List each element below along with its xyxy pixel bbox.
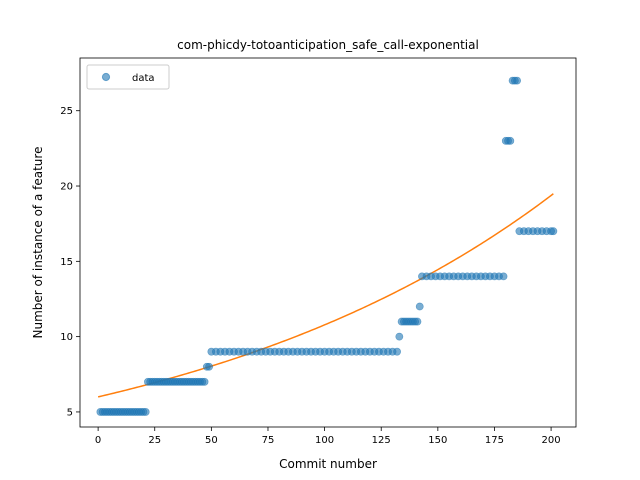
- x-tick-label: 200: [542, 435, 561, 446]
- y-tick-label: 10: [60, 332, 73, 343]
- y-tick-label: 20: [60, 182, 73, 193]
- data-point: [205, 362, 213, 371]
- axes-frame: [79, 57, 577, 428]
- plot-area: [96, 76, 558, 416]
- y-tick-label: 5: [67, 407, 73, 418]
- legend-marker: [101, 72, 111, 82]
- data-point: [506, 136, 515, 145]
- x-axis-label: Commit number: [279, 457, 377, 471]
- y-axis-label: Number of instance of a feature: [31, 147, 45, 339]
- data-point: [395, 332, 404, 341]
- x-tick-label: 175: [485, 435, 504, 446]
- points-layer: [96, 76, 558, 416]
- data-point: [393, 347, 401, 356]
- data-point: [415, 302, 424, 311]
- x-tick-label: 50: [205, 435, 218, 446]
- x-tick-label: 75: [262, 435, 275, 446]
- fit-line: [97, 193, 554, 398]
- legend: data: [86, 64, 170, 90]
- data-point: [200, 377, 209, 386]
- x-tick-label: 100: [315, 435, 334, 446]
- data-point: [141, 408, 150, 416]
- chart-title: com-phicdy-totoanticipation_safe_call-ex…: [177, 38, 479, 52]
- legend-box: [86, 64, 170, 90]
- data-point: [499, 272, 508, 281]
- fit-layer: [97, 193, 554, 398]
- data-point: [513, 76, 522, 85]
- data-point: [413, 317, 422, 326]
- legend-label-data: data: [132, 73, 155, 84]
- y-tick-label: 25: [60, 106, 73, 117]
- x-tick-label: 0: [95, 435, 101, 446]
- x-axis-ticks: 0 25 50 75 100 125 150 175 200: [95, 427, 561, 446]
- x-tick-label: 25: [148, 435, 161, 446]
- x-tick-label: 125: [372, 435, 391, 446]
- data-point: [549, 227, 558, 236]
- y-tick-label: 15: [60, 257, 73, 268]
- x-tick-label: 150: [428, 435, 447, 446]
- y-axis-ticks: 5 10 15 20 25: [60, 106, 80, 418]
